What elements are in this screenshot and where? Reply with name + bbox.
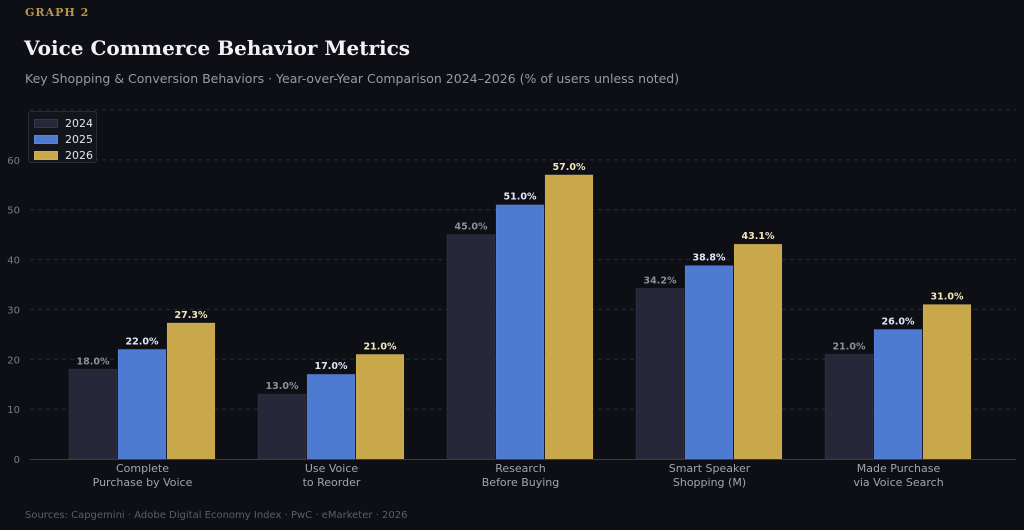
x-category-label: to Reorder <box>303 476 361 489</box>
x-category-label: Before Buying <box>482 476 560 489</box>
bar <box>684 265 734 460</box>
chart-title: Voice Commerce Behavior Metrics <box>24 36 411 60</box>
data-label: 51.0% <box>504 192 537 203</box>
chart-subtitle: Key Shopping & Conversion Behaviors · Ye… <box>25 71 680 86</box>
data-label: 21.0% <box>833 341 866 352</box>
bar <box>446 234 496 460</box>
y-tick-label: 10 <box>7 405 20 416</box>
legend-label-2025: 2025 <box>65 132 93 146</box>
bar <box>117 348 167 460</box>
legend-label-2026: 2026 <box>65 148 93 162</box>
y-tick-label: 60 <box>7 156 20 167</box>
bar-chart: 0 10 20 30 40 50 60 18.0% 22.0% 27.3% CompletePurc… <box>7 109 1016 489</box>
bar <box>544 174 594 460</box>
graph-eyebrow: GRAPH 2 <box>25 6 90 19</box>
chart-legend: 2024 2025 2026 <box>28 111 97 163</box>
bar <box>306 373 356 460</box>
bar <box>873 328 923 460</box>
legend-item-2026: 2026 <box>34 147 96 163</box>
source-note: Sources: Capgemini · Adobe Digital Econo… <box>25 510 408 521</box>
x-category-label: Made Purchase <box>857 462 941 475</box>
bar <box>166 322 216 460</box>
data-label: 27.3% <box>175 310 208 321</box>
bar <box>68 368 118 460</box>
y-tick-label: 0 <box>14 455 20 466</box>
x-category-label: via Voice Search <box>853 476 943 489</box>
x-category-label: Use Voice <box>305 462 359 475</box>
data-label: 17.0% <box>315 361 348 372</box>
x-category-label: Shopping (M) <box>673 476 746 489</box>
legend-swatch-2026 <box>34 150 58 160</box>
x-category-label: Complete <box>116 462 169 475</box>
bar <box>922 303 972 460</box>
data-label: 22.0% <box>126 336 159 347</box>
y-tick-label: 40 <box>7 256 20 267</box>
x-category-label: Smart Speaker <box>669 462 751 475</box>
bar <box>733 243 783 460</box>
data-label: 45.0% <box>455 222 488 233</box>
legend-item-2025: 2025 <box>34 131 96 147</box>
x-category-label: Purchase by Voice <box>93 476 193 489</box>
legend-label-2024: 2024 <box>65 116 93 130</box>
bar <box>355 353 405 460</box>
bar <box>824 353 874 460</box>
bar <box>495 204 545 460</box>
data-label: 43.1% <box>742 231 775 242</box>
legend-swatch-2025 <box>34 134 58 144</box>
data-label: 21.0% <box>364 341 397 352</box>
y-tick-label: 30 <box>7 305 20 316</box>
x-category-label: Research <box>495 462 545 475</box>
data-label: 38.8% <box>693 253 726 264</box>
y-tick-label: 20 <box>7 355 20 366</box>
bar <box>635 287 685 460</box>
legend-item-2024: 2024 <box>34 115 96 131</box>
y-tick-label: 50 <box>7 206 20 217</box>
data-label: 31.0% <box>931 291 964 302</box>
data-label: 34.2% <box>644 275 677 286</box>
legend-swatch-2024 <box>34 118 58 128</box>
data-label: 26.0% <box>882 316 915 327</box>
data-label: 57.0% <box>553 162 586 173</box>
data-label: 18.0% <box>77 356 110 367</box>
data-label: 13.0% <box>266 381 299 392</box>
bar <box>257 393 307 460</box>
